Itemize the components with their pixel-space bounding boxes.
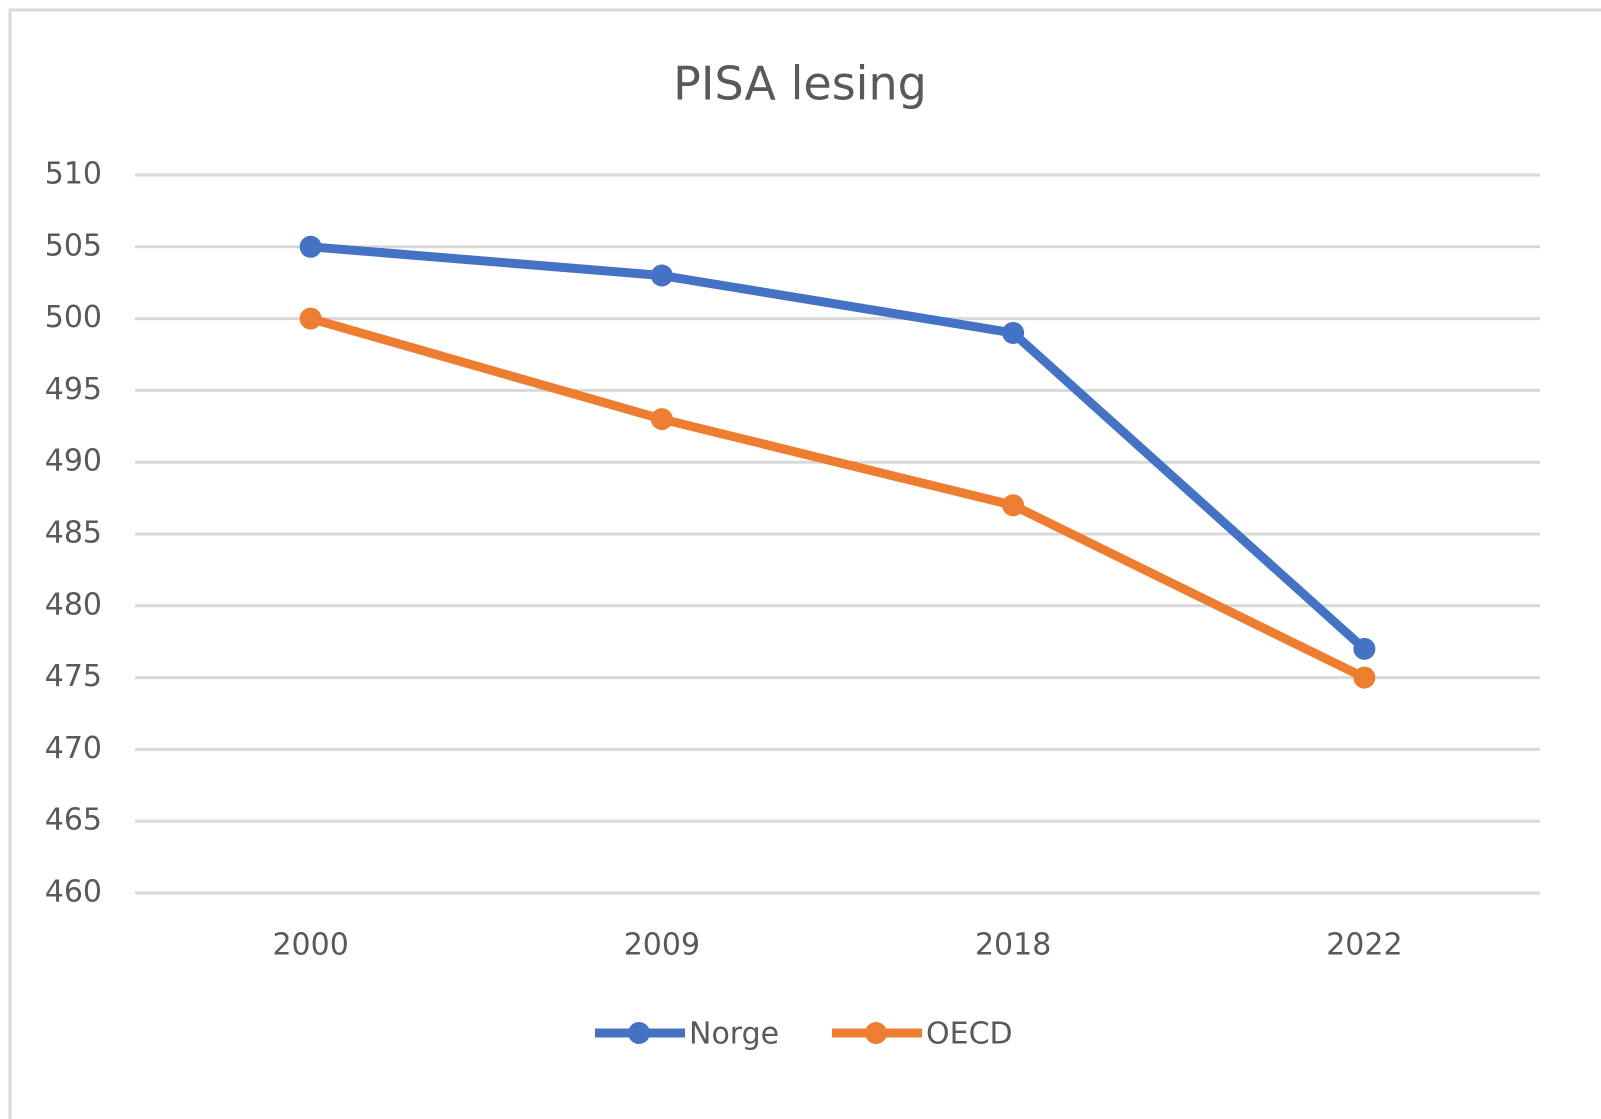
- y-tick-label: 465: [45, 803, 102, 838]
- x-tick-label: 2022: [1326, 928, 1402, 963]
- series-line: [310, 242, 1368, 653]
- y-tick-label: 495: [45, 372, 102, 407]
- data-point: [1353, 637, 1376, 660]
- y-tick-label: 505: [45, 228, 102, 263]
- legend-label: OECD: [926, 1017, 1013, 1052]
- data-point: [1353, 666, 1376, 689]
- x-tick-label: 2000: [272, 928, 348, 963]
- y-tick-label: 470: [45, 731, 102, 766]
- y-tick-label: 475: [45, 659, 102, 694]
- series-line: [309, 314, 1367, 682]
- x-tick-label: 2018: [975, 928, 1051, 963]
- y-tick-label: 510: [45, 157, 102, 192]
- data-point: [650, 264, 673, 287]
- data-point: [299, 235, 322, 258]
- y-tick-label: 490: [45, 444, 102, 479]
- data-point: [1002, 321, 1025, 344]
- x-tick-label: 2009: [624, 928, 700, 963]
- y-tick-label: 485: [45, 516, 102, 551]
- legend-marker: [865, 1022, 887, 1044]
- y-tick-label: 480: [45, 587, 102, 622]
- legend-label: Norge: [689, 1017, 779, 1052]
- data-point: [299, 307, 322, 330]
- chart-frame: [8, 8, 1601, 1119]
- y-tick-label: 500: [45, 300, 102, 335]
- y-tick-label: 460: [45, 875, 102, 910]
- data-point: [1002, 494, 1025, 517]
- legend-marker: [628, 1022, 650, 1044]
- chart-title: PISA lesing: [673, 57, 927, 111]
- data-point: [650, 408, 673, 431]
